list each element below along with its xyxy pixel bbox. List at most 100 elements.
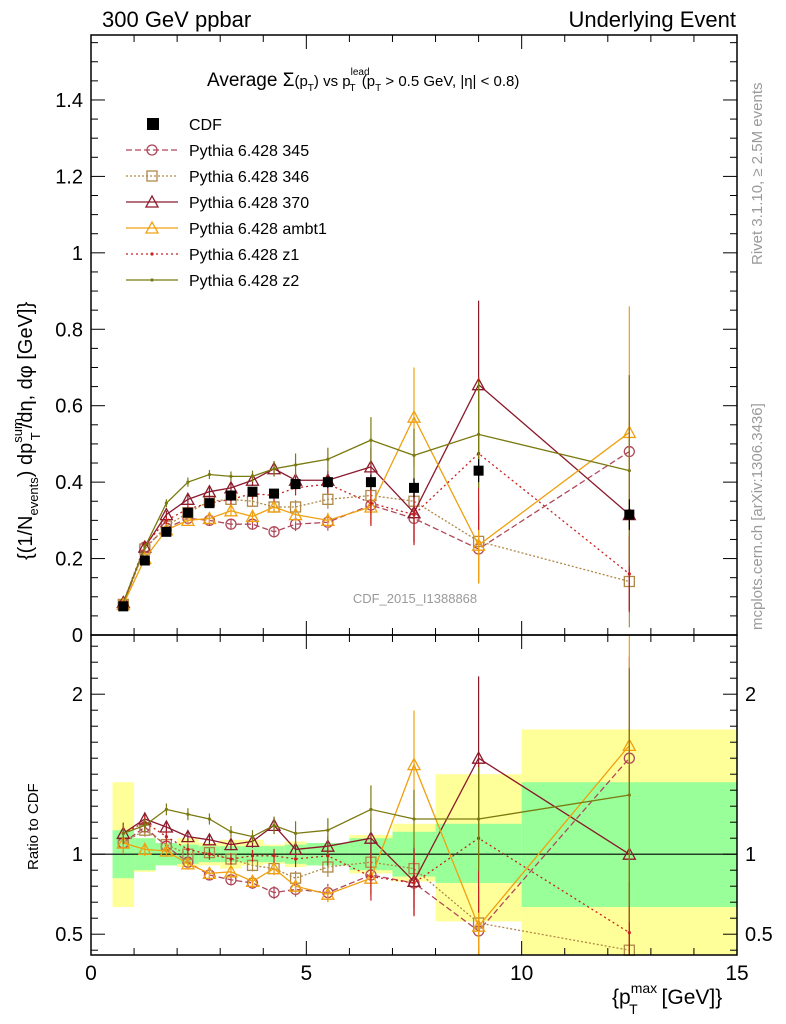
legend-label: Pythia 6.428 z2 — [189, 273, 299, 290]
x-tick-label: 0 — [85, 962, 97, 985]
data-point — [180, 829, 195, 843]
data-point — [121, 831, 125, 836]
x-tick-label: 5 — [300, 962, 312, 985]
data-point — [293, 831, 298, 836]
data-point — [250, 835, 255, 839]
ratio-y-tick-label-right: 0.5 — [745, 924, 773, 946]
mcplots-reference-label: mcplots.cern.ch [arXiv:1306.3436] — [749, 403, 766, 630]
data-point — [164, 835, 168, 839]
data-point — [477, 432, 481, 436]
series-line-z2 — [122, 433, 630, 603]
legend: CDF Pythia 6.428 345 Pythia 6.428 346 Pythi… — [126, 117, 327, 290]
data-point — [229, 857, 233, 861]
cdf-data-point — [269, 488, 280, 499]
legend-marker-346 — [146, 170, 158, 182]
data-point — [164, 518, 168, 522]
data-point — [245, 834, 260, 848]
data-point — [627, 572, 631, 576]
data-point — [369, 438, 373, 442]
x-tick-label: 10 — [510, 962, 533, 985]
cdf-data-point — [182, 507, 193, 518]
data-point — [412, 513, 416, 517]
data-point — [326, 828, 330, 832]
legend-label: Pythia 6.428 z1 — [189, 247, 299, 264]
data-point — [471, 918, 486, 932]
main-plot-series — [116, 300, 637, 628]
axes-ticks — [90, 35, 738, 955]
data-point — [288, 507, 303, 521]
data-point — [225, 518, 237, 530]
data-point — [186, 812, 190, 816]
uncertainty-bands — [112, 729, 737, 955]
data-point — [159, 843, 174, 857]
data-point — [406, 409, 422, 423]
cdf-data-point — [225, 490, 236, 501]
cdf-data-point — [161, 526, 172, 537]
data-point — [477, 817, 481, 821]
data-point — [202, 866, 217, 880]
data-point — [369, 807, 373, 812]
ratio-y-tick-label-right: 1 — [745, 844, 756, 866]
cdf-data-point — [118, 601, 129, 612]
cdf-data-point — [624, 509, 635, 520]
data-point — [320, 512, 335, 527]
x-axis-label: {pmax T [GeV]} — [612, 980, 722, 1017]
header-left-label: 300 GeV ppbar — [102, 7, 252, 32]
y-tick-label: 0.8 — [55, 319, 83, 341]
cdf-data-point — [204, 498, 215, 509]
legend-label: Pythia 6.428 ambt1 — [189, 221, 327, 238]
series-line-370 — [122, 383, 630, 603]
legend-marker-370 — [144, 194, 160, 208]
cdf-data-point — [139, 555, 150, 566]
data-point — [164, 501, 168, 505]
legend-marker-ambt1 — [144, 220, 160, 234]
data-point — [143, 823, 147, 828]
data-point — [406, 757, 422, 771]
data-point — [223, 837, 239, 851]
data-point — [223, 864, 239, 878]
data-point — [202, 484, 217, 498]
data-point — [164, 807, 168, 812]
data-point — [326, 457, 330, 461]
data-point — [202, 511, 217, 525]
data-point — [268, 526, 280, 538]
data-point — [223, 503, 239, 517]
data-point — [272, 854, 276, 858]
header-right-label: Underlying Event — [568, 7, 736, 32]
ratio-y-tick-label: 1 — [72, 844, 83, 866]
y-tick-label: 0.4 — [55, 472, 83, 494]
ratio-y-tick-label: 2 — [72, 684, 83, 706]
data-point — [229, 474, 233, 479]
legend-label: Pythia 6.428 346 — [189, 169, 309, 186]
data-point — [186, 847, 190, 852]
data-point — [627, 931, 631, 935]
series-line-z1 — [122, 452, 630, 603]
data-point — [412, 453, 416, 457]
data-point — [250, 474, 255, 479]
series-line-ambt1 — [123, 744, 630, 928]
series-line-z2 — [123, 794, 630, 838]
tick-labels: 0 5 10 15 0 0.2 0.4 0.6 0.8 1 1.2 1.4 0.5 0.5 1 1 2 2 — [55, 90, 773, 985]
data-point — [207, 472, 212, 477]
data-point — [186, 480, 190, 484]
legend-label: CDF — [189, 117, 222, 134]
y-tick-label: 0.6 — [55, 396, 83, 418]
legend-marker-345 — [146, 144, 158, 156]
data-point — [272, 823, 276, 828]
series-line-345 — [122, 451, 630, 605]
y-tick-label: 1.2 — [55, 166, 83, 188]
ratio-plot-frame — [90, 634, 738, 956]
main-y-axis-label: {(1/Nevents) dpsum T/dη, dφ [GeV]} — [10, 302, 43, 560]
plot-title: Average Σ(pT) vs plead T (pT > 0.5 GeV, |… — [207, 67, 519, 94]
data-point — [363, 459, 379, 473]
ratio-y-tick-label: 0.5 — [55, 924, 83, 946]
data-point — [268, 886, 280, 899]
data-point — [180, 856, 195, 870]
y-tick-label: 1.4 — [55, 90, 83, 112]
data-point — [229, 830, 233, 834]
ratio-y-tick-label-right: 2 — [745, 684, 756, 706]
cdf-data-point — [365, 477, 376, 488]
data-point — [245, 874, 260, 888]
data-point — [322, 493, 334, 505]
data-point — [363, 830, 379, 844]
